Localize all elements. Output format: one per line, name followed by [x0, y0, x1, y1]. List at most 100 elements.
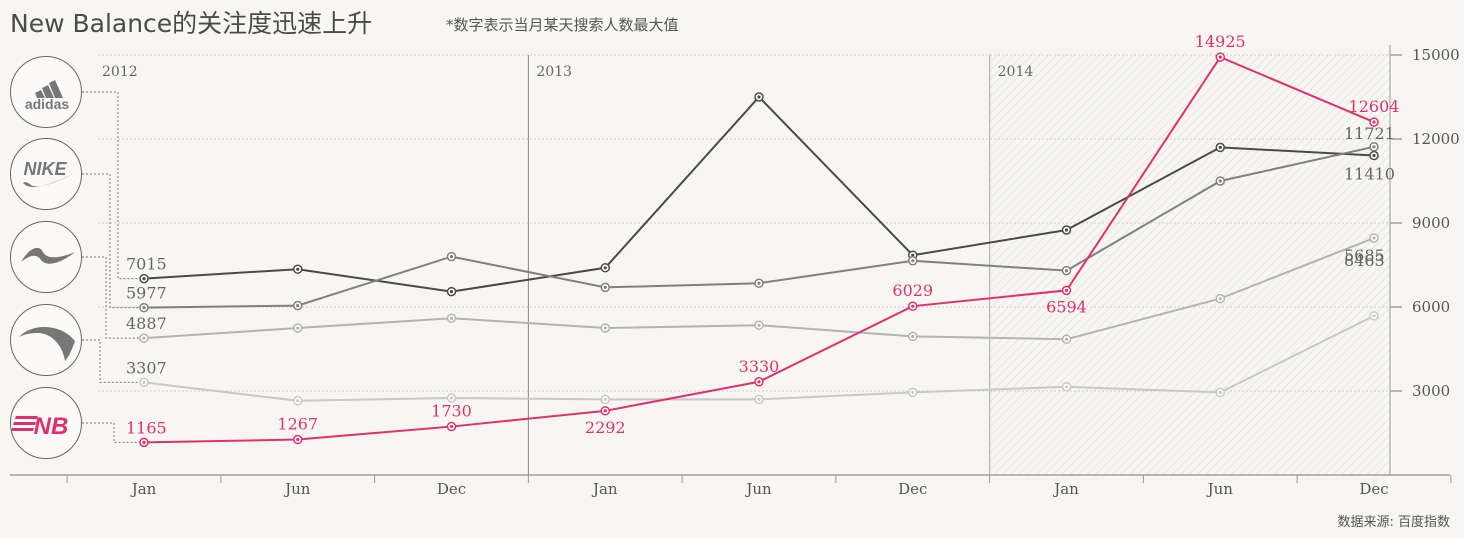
data-point-dot	[911, 334, 915, 338]
x-tick-label: Jun	[283, 480, 311, 498]
x-tick-label: Jun	[1206, 480, 1234, 498]
data-label: 6029	[892, 281, 933, 300]
x-tick-label: Dec	[1359, 480, 1388, 498]
year-label: 2013	[536, 64, 572, 80]
data-point-dot	[911, 259, 915, 263]
logo-connector	[82, 173, 144, 309]
y-tick-label: 3000	[1412, 382, 1450, 400]
logo-connector	[82, 256, 144, 339]
data-point-dot	[1218, 145, 1222, 149]
series-newbalance	[139, 52, 1379, 448]
data-label: 6594	[1046, 297, 1087, 316]
data-label: 7015	[126, 255, 167, 274]
y-tick-label: 6000	[1412, 298, 1450, 316]
data-label: 5685	[1344, 246, 1385, 265]
data-point-dot	[603, 266, 607, 270]
data-point-dot	[142, 380, 146, 385]
data-point-dot	[1372, 120, 1376, 124]
data-point-dot	[1218, 55, 1222, 59]
newbalance-logo-icon: NB	[10, 387, 82, 459]
y-tick-label: 9000	[1412, 214, 1450, 232]
data-source-note: 数据来源: 百度指数	[1337, 515, 1450, 530]
data-point-dot	[1064, 228, 1069, 232]
data-label: 3307	[126, 358, 167, 377]
data-point-dot	[1064, 288, 1069, 292]
data-label: 11721	[1344, 124, 1395, 143]
data-label: 1730	[431, 402, 472, 421]
data-label: 4887	[126, 314, 167, 333]
data-point-dot	[1218, 297, 1222, 301]
data-label: 3330	[739, 357, 780, 376]
data-label: 1165	[126, 418, 167, 437]
data-point-dot	[449, 290, 454, 294]
data-label: 14925	[1195, 32, 1246, 51]
data-label: 2292	[585, 418, 626, 437]
data-point-dot	[1372, 153, 1376, 158]
data-point-dot	[449, 424, 454, 429]
x-tick-label: Jan	[130, 480, 157, 498]
data-label: 12604	[1349, 97, 1400, 116]
shaded-region-2014	[989, 53, 1390, 475]
data-point-dot	[757, 380, 761, 384]
data-point-dot	[449, 316, 454, 320]
anta-logo-icon	[10, 304, 82, 376]
data-point-dot	[603, 409, 607, 413]
data-point-dot	[603, 326, 607, 330]
y-tick-label: 12000	[1412, 130, 1460, 148]
logo-connector	[82, 91, 144, 280]
data-label: 8463	[1344, 251, 1385, 270]
data-point-dot	[757, 95, 761, 99]
y-tick-label: 15000	[1412, 46, 1460, 64]
data-point-dot	[1064, 337, 1069, 341]
data-point-dot	[911, 253, 915, 257]
year-label: 2012	[102, 64, 138, 80]
newbalance-logo-text: NB	[34, 413, 69, 440]
data-point-dot	[449, 396, 454, 400]
data-point-dot	[911, 304, 915, 308]
data-point-dot	[1064, 385, 1069, 389]
data-point-dot	[296, 326, 300, 330]
data-point-dot	[296, 399, 300, 403]
data-label: 5977	[126, 284, 167, 303]
x-tick-label: Jun	[744, 480, 772, 498]
data-point-dot	[1218, 179, 1222, 183]
data-point-dot	[1372, 145, 1376, 149]
series-nike	[139, 142, 1379, 313]
data-label: 1267	[277, 415, 318, 434]
nike-logo-text: NIKE	[23, 159, 67, 179]
x-tick-label: Jan	[591, 480, 618, 498]
data-point-dot	[142, 440, 146, 444]
nike-swoosh-icon: NIKE	[10, 138, 82, 210]
data-point-dot	[142, 336, 146, 340]
data-point-dot	[142, 306, 146, 310]
adidas-logo-icon: adidas	[10, 56, 82, 128]
data-point-dot	[296, 304, 300, 308]
data-point-dot	[1372, 314, 1376, 318]
x-tick-label: Dec	[898, 480, 927, 498]
data-point-dot	[142, 276, 146, 281]
data-point-dot	[757, 281, 761, 285]
data-point-dot	[911, 390, 915, 394]
adidas-logo-text: adidas	[25, 96, 70, 112]
x-tick-label: Jan	[1052, 480, 1079, 498]
chart-title: New Balance的关注度迅速上升	[10, 9, 373, 38]
data-point-dot	[757, 397, 761, 401]
data-point-dot	[603, 285, 607, 289]
logo-connector	[82, 339, 144, 383]
data-point-dot	[296, 267, 300, 271]
data-point-dot	[1372, 236, 1376, 240]
data-point-dot	[603, 397, 607, 401]
data-point-dot	[1218, 390, 1222, 394]
data-point-dot	[1064, 269, 1069, 273]
series-anta	[139, 311, 1379, 406]
series-lining	[139, 233, 1379, 344]
data-label: 11410	[1344, 165, 1395, 184]
data-point-dot	[757, 323, 761, 327]
series-adidas	[139, 92, 1379, 297]
data-point-dot	[449, 255, 454, 259]
lining-logo-icon	[10, 221, 82, 293]
year-label: 2014	[998, 64, 1034, 80]
logo-connector	[82, 422, 144, 443]
chart-subtitle: *数字表示当月某天搜索人数最大值	[446, 16, 679, 34]
